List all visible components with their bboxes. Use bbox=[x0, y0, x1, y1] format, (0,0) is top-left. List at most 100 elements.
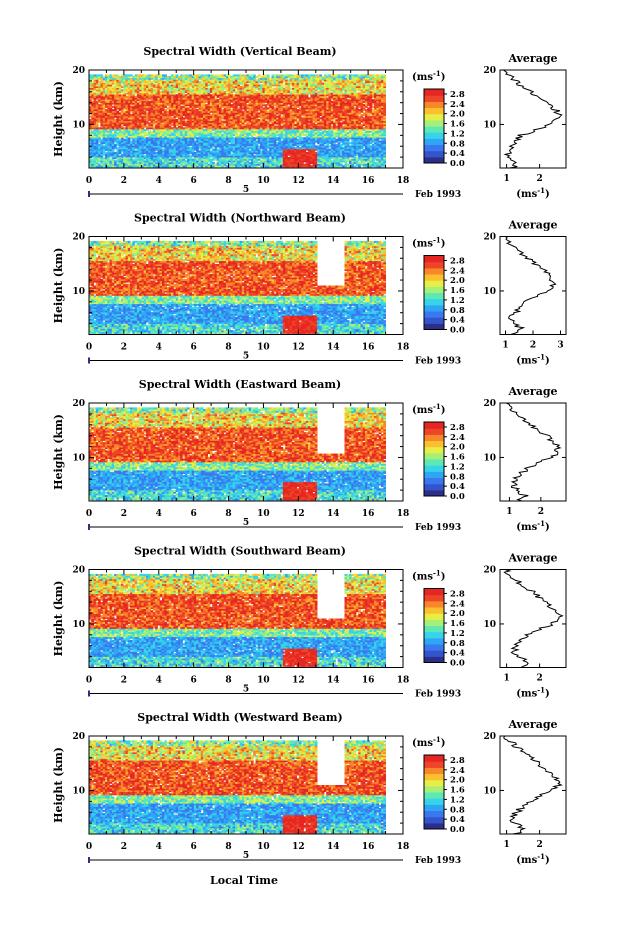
heatmap-cell bbox=[148, 104, 151, 107]
heatmap-cell bbox=[95, 157, 99, 160]
heatmap-cell bbox=[111, 128, 115, 131]
heatmap-cell bbox=[203, 102, 206, 105]
heatmap-cell bbox=[102, 95, 106, 98]
heatmap-cell bbox=[180, 92, 183, 95]
heatmap-cell bbox=[166, 115, 170, 118]
heatmap-cell bbox=[166, 97, 170, 100]
heatmap-cell bbox=[125, 138, 129, 141]
heatmap-cell bbox=[164, 105, 167, 108]
heatmap-cell bbox=[171, 84, 174, 87]
heatmap-cell bbox=[114, 81, 117, 84]
heatmap-cell bbox=[180, 147, 183, 150]
heatmap-cell bbox=[159, 114, 163, 117]
heatmap-cell bbox=[93, 143, 97, 146]
heatmap-cell bbox=[173, 142, 177, 145]
heatmap-cell bbox=[105, 84, 108, 87]
heatmap-cell bbox=[159, 130, 163, 133]
heatmap-cell bbox=[182, 85, 186, 88]
heatmap-cell bbox=[159, 79, 163, 82]
heatmap-cell bbox=[200, 120, 204, 123]
heatmap-cell bbox=[182, 158, 186, 161]
heatmap-cell bbox=[173, 100, 177, 103]
heatmap-cell bbox=[148, 122, 151, 125]
heatmap-cell bbox=[157, 94, 161, 97]
heatmap-cell bbox=[189, 110, 193, 113]
heatmap-cell bbox=[178, 82, 181, 85]
heatmap-cell bbox=[182, 137, 186, 140]
heatmap-cell bbox=[178, 112, 181, 115]
heatmap-cell bbox=[136, 147, 140, 150]
heatmap-cell bbox=[198, 155, 202, 158]
heatmap-cell bbox=[109, 87, 113, 90]
heatmap-cell bbox=[123, 140, 126, 143]
heatmap-cell bbox=[111, 135, 115, 138]
heatmap-cell bbox=[134, 142, 138, 145]
heatmap-cell bbox=[182, 114, 186, 117]
heatmap-cell bbox=[120, 95, 124, 98]
heatmap-cell bbox=[148, 92, 151, 95]
heatmap-cell bbox=[91, 109, 94, 112]
heatmap-cell bbox=[143, 104, 147, 107]
heatmap-cell bbox=[175, 135, 179, 138]
heatmap-cell bbox=[164, 157, 167, 160]
heatmap-cell bbox=[255, 76, 259, 79]
heatmap-cell bbox=[109, 89, 113, 92]
heatmap-cell bbox=[93, 99, 97, 102]
heatmap-cell bbox=[130, 132, 133, 135]
heatmap-cell bbox=[95, 95, 99, 98]
heatmap-cell bbox=[95, 127, 99, 130]
heatmap-cell bbox=[118, 120, 122, 123]
heatmap-cell bbox=[102, 79, 106, 82]
heatmap-cell bbox=[91, 112, 94, 115]
heatmap-cell bbox=[134, 119, 138, 122]
heatmap-cell bbox=[175, 102, 179, 105]
heatmap-cell bbox=[123, 79, 126, 82]
heatmap-cell bbox=[171, 145, 174, 148]
heatmap-cell bbox=[175, 123, 179, 126]
heatmap-cell bbox=[187, 110, 190, 113]
heatmap-cell bbox=[166, 82, 170, 85]
heatmap-cell bbox=[89, 153, 92, 156]
heatmap-cell bbox=[191, 163, 195, 166]
heatmap-cell bbox=[95, 145, 99, 148]
heatmap-cell bbox=[157, 160, 161, 163]
heatmap-cell bbox=[107, 155, 110, 158]
heatmap-cell bbox=[173, 147, 177, 150]
heatmap-cell bbox=[175, 140, 179, 143]
heatmap-cell bbox=[132, 114, 135, 117]
heatmap-cell bbox=[164, 79, 167, 82]
heatmap-cell bbox=[130, 117, 133, 120]
heatmap-cell bbox=[134, 92, 138, 95]
heatmap-cell bbox=[130, 105, 133, 108]
heatmap-cell bbox=[123, 158, 126, 161]
heatmap-cell bbox=[111, 85, 115, 88]
heatmap-cell bbox=[180, 82, 183, 85]
heatmap-cell bbox=[130, 79, 133, 82]
heatmap-cell bbox=[107, 150, 110, 153]
heatmap-cell bbox=[91, 92, 94, 95]
heatmap-cell bbox=[111, 110, 115, 113]
heatmap-cell bbox=[209, 114, 213, 117]
heatmap-cell bbox=[173, 107, 177, 110]
heatmap-cell bbox=[132, 95, 135, 98]
heatmap-cell bbox=[191, 99, 195, 102]
heatmap-cell bbox=[114, 87, 117, 90]
heatmap-cell bbox=[111, 79, 115, 82]
heatmap-cell bbox=[136, 132, 140, 135]
heatmap-cell bbox=[143, 152, 147, 155]
heatmap-cell bbox=[141, 157, 145, 160]
heatmap-cell bbox=[130, 114, 133, 117]
heatmap-cell bbox=[134, 105, 138, 108]
heatmap-cell bbox=[125, 99, 129, 102]
heatmap-cell bbox=[102, 160, 106, 163]
heatmap-cell bbox=[114, 99, 117, 102]
heatmap-cell bbox=[193, 82, 197, 85]
heatmap-cell bbox=[136, 76, 140, 79]
heatmap-cell bbox=[150, 81, 154, 84]
heatmap-cell bbox=[196, 125, 199, 128]
heatmap-cell bbox=[105, 122, 108, 125]
heatmap-cell bbox=[118, 97, 122, 100]
heatmap-cell bbox=[150, 138, 154, 141]
heatmap-cell bbox=[173, 157, 177, 160]
heatmap-cell bbox=[168, 165, 172, 168]
